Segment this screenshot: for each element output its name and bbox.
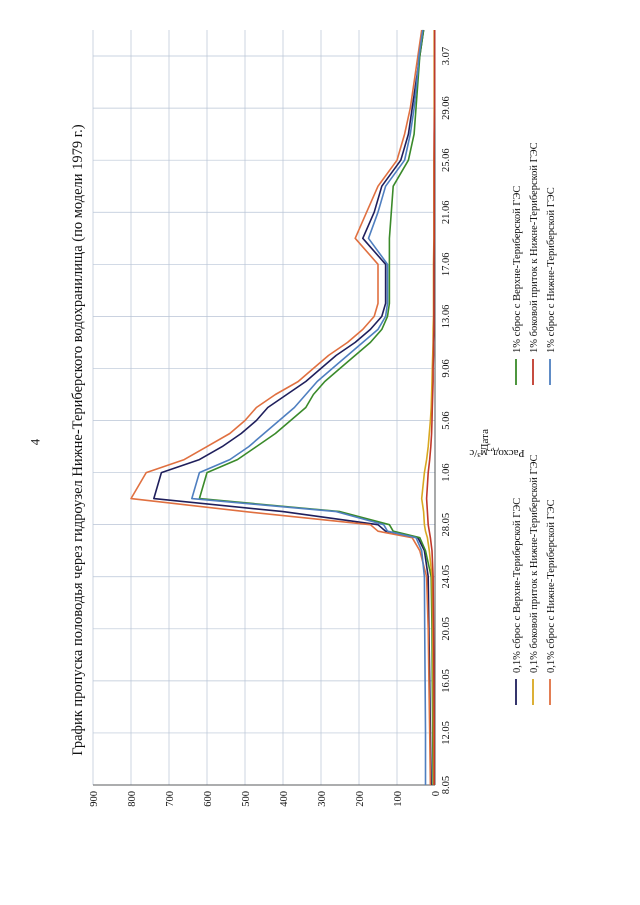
y-tick-label: 100 — [393, 791, 404, 807]
series-line-4 — [425, 30, 436, 785]
y-tick-label: 900 — [89, 791, 100, 807]
legend-label: 0,1% сброс с Верхне-Териберской ГЭС — [512, 498, 523, 673]
series-line-1 — [153, 29, 432, 786]
grid — [92, 30, 436, 786]
x-tick-label: 28.05 — [441, 513, 452, 537]
series-line-5 — [130, 29, 432, 786]
legend-label: 1% сброс с Нижне-Териберской ГЭС — [546, 187, 557, 353]
chart-title: График пропуска половодья через гидроузе… — [70, 124, 86, 755]
y-tick-label: 600 — [203, 791, 214, 807]
x-tick-label: 25.06 — [441, 148, 452, 172]
x-axis-title: Дата — [479, 429, 491, 451]
legend: 0,1% сброс с Верхне-Териберской ГЭС 1% сб… — [512, 142, 557, 705]
x-tick-label: 21.06 — [441, 200, 452, 224]
legend-label: 0,1% боковой приток к Нижне-Териберской … — [529, 454, 540, 673]
x-tick-label: 29.06 — [441, 96, 452, 120]
y-tick-label: 500 — [241, 791, 252, 807]
x-tick-label: 1.06 — [441, 463, 452, 481]
y-tick-label: 800 — [127, 791, 138, 807]
x-tick-label: 16.05 — [441, 669, 452, 693]
series-line-2 — [198, 29, 434, 786]
x-tick-label: 3.07 — [441, 47, 452, 65]
tick-labels: 0 100 200 300 400 500 600 700 800 900 8.05 12.05 16.… — [89, 47, 452, 807]
legend-label: 0,1% сброс с Нижне-Териберской ГЭС — [546, 499, 557, 673]
y-axis-title: Расход, м³/с — [469, 447, 524, 459]
x-tick-label: 8.05 — [441, 776, 452, 794]
x-tick-label: 12.05 — [441, 721, 452, 745]
y-tick-label: 200 — [355, 791, 366, 807]
legend-label: 1% боковой приток к Нижне-Териберской ГЭ… — [529, 142, 540, 353]
series-line-6 — [191, 29, 427, 785]
x-tick-label: 17.06 — [441, 252, 452, 276]
x-tick-label: 5.06 — [441, 411, 452, 429]
y-tick-label: 700 — [165, 791, 176, 807]
legend-label: 1% сброс с Верхне-Териберской ГЭС — [512, 186, 523, 353]
series-lines — [130, 29, 436, 786]
x-tick-label: 13.06 — [441, 305, 452, 329]
y-tick-label: 300 — [317, 791, 328, 807]
x-tick-label: 9.06 — [441, 359, 452, 377]
x-tick-label: 24.05 — [441, 565, 452, 589]
y-tick-label: 0 — [431, 791, 442, 796]
y-tick-label: 400 — [279, 791, 290, 807]
x-tick-label: 20.05 — [441, 617, 452, 641]
